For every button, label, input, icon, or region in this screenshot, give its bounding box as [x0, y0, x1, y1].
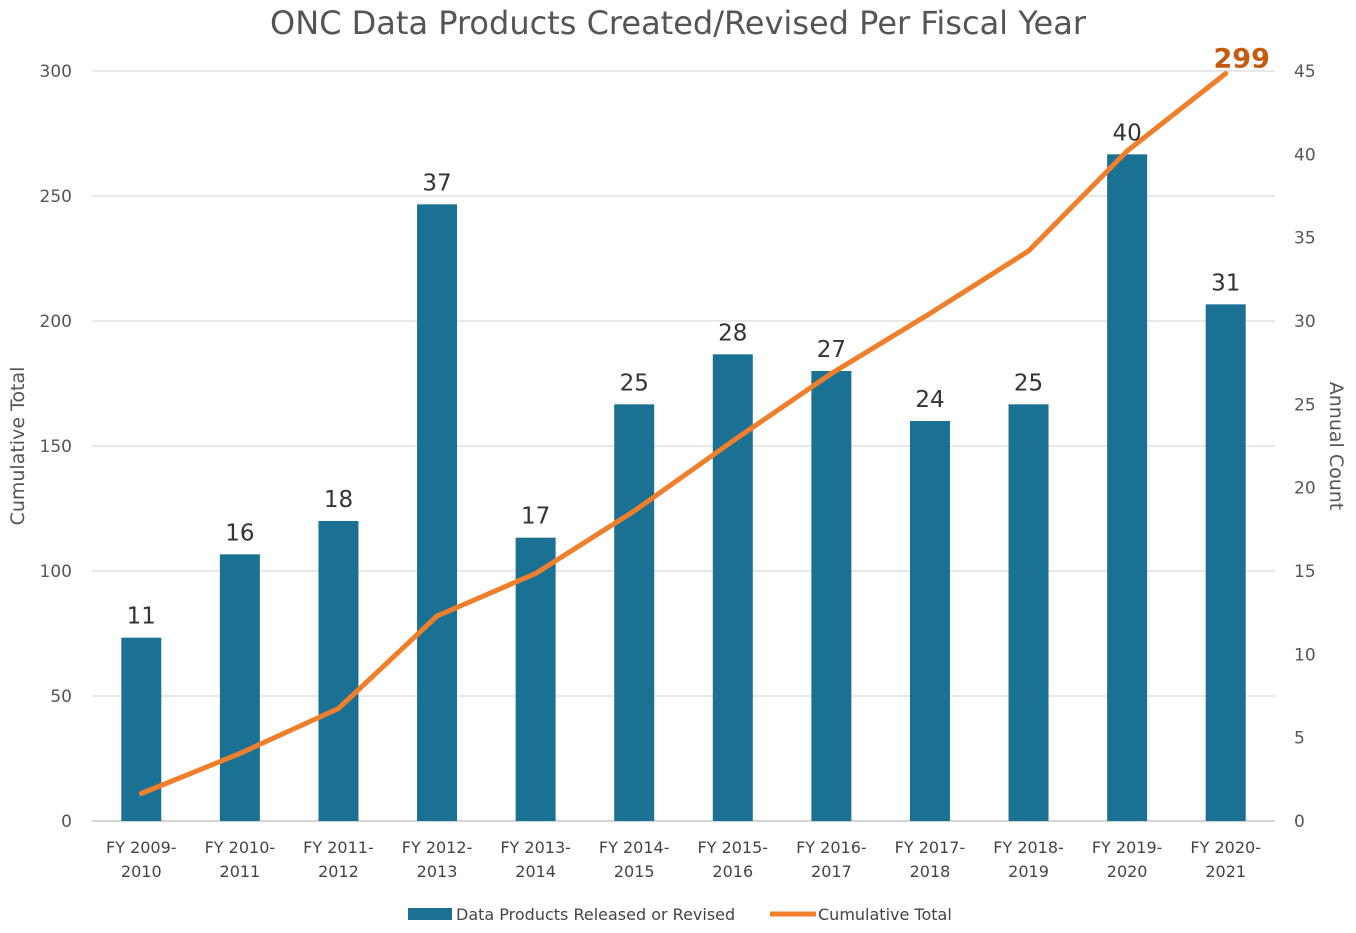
- cumulative-total-line: [141, 74, 1225, 794]
- bar-value-label: 40: [1112, 120, 1141, 146]
- right-tick-label: 20: [1294, 479, 1316, 499]
- left-tick-label: 250: [40, 187, 72, 207]
- x-tick-label: FY 2020-: [1190, 838, 1261, 857]
- cumulative-line: [141, 73, 1226, 793]
- bar-value-label: 16: [225, 520, 254, 546]
- bar: [614, 404, 654, 821]
- bar: [1206, 304, 1246, 821]
- x-tick-label: 2021: [1205, 862, 1246, 881]
- left-tick-label: 100: [40, 562, 72, 582]
- x-tick-label: 2012: [318, 862, 359, 881]
- right-tick-label: 15: [1294, 562, 1316, 582]
- x-tick-label: FY 2013-: [500, 838, 571, 857]
- bar-value-label: 27: [817, 337, 846, 363]
- bar-value-label: 18: [324, 487, 353, 513]
- right-tick-label: 25: [1294, 395, 1316, 415]
- right-tick-label: 40: [1294, 145, 1316, 165]
- left-tick-label: 150: [40, 437, 72, 457]
- x-tick-label: FY 2018-: [993, 838, 1064, 857]
- bar: [318, 521, 358, 821]
- bar-value-label: 24: [915, 387, 944, 413]
- x-tick-label: 2020: [1107, 862, 1148, 881]
- x-tick-label: 2019: [1008, 862, 1049, 881]
- x-tick-label: FY 2016-: [796, 838, 867, 857]
- x-tick-label: 2011: [220, 862, 261, 881]
- right-tick-label: 35: [1294, 229, 1316, 249]
- left-tick-label: 0: [61, 812, 72, 832]
- left-tick-label: 50: [50, 687, 72, 707]
- left-tick-label: 200: [40, 312, 72, 332]
- bar: [811, 371, 851, 821]
- x-tick-label: 2017: [811, 862, 852, 881]
- bar-value-label: 25: [1014, 370, 1043, 396]
- left-tick-label: 300: [40, 62, 72, 82]
- bar: [417, 204, 457, 821]
- bar-value-label: 11: [127, 604, 156, 630]
- bar-value-label: 31: [1211, 270, 1240, 296]
- right-tick-label: 30: [1294, 312, 1316, 332]
- bar-value-label: 17: [521, 504, 550, 530]
- bar: [910, 421, 950, 821]
- x-tick-label: 2013: [417, 862, 458, 881]
- x-tick-label: FY 2015-: [698, 838, 769, 857]
- left-axis-title: Cumulative Total: [7, 367, 29, 526]
- right-tick-label: 10: [1294, 645, 1316, 665]
- legend-line-label: Cumulative Total: [818, 905, 952, 924]
- right-tick-label: 0: [1294, 812, 1305, 832]
- bar-value-label: 37: [422, 170, 451, 196]
- bar: [713, 354, 753, 821]
- right-tick-label: 5: [1294, 729, 1305, 749]
- x-tick-label: 2015: [614, 862, 655, 881]
- final-cumulative-label: 299: [1214, 44, 1270, 75]
- x-tick-label: 2014: [515, 862, 556, 881]
- x-tick-label: FY 2017-: [895, 838, 966, 857]
- bar-value-label: 28: [718, 320, 747, 346]
- x-tick-label: FY 2012-: [402, 838, 473, 857]
- legend-bar-label: Data Products Released or Revised: [456, 905, 735, 924]
- bar-value-label: 25: [620, 370, 649, 396]
- legend-bar-swatch: [408, 908, 452, 920]
- x-tick-label: 2010: [121, 862, 162, 881]
- right-tick-label: 45: [1294, 62, 1316, 82]
- x-tick-label: 2018: [910, 862, 951, 881]
- legend: Data Products Released or Revised Cumula…: [408, 905, 952, 924]
- bar: [1009, 404, 1049, 821]
- x-tick-label: FY 2009-: [106, 838, 177, 857]
- bars: [121, 154, 1245, 821]
- x-tick-label: FY 2010-: [205, 838, 276, 857]
- data-labels: 11 16 18 37 17 25 28 27 24 25 40 31 299: [127, 44, 1270, 630]
- bar: [220, 554, 260, 821]
- x-tick-label: 2016: [712, 862, 753, 881]
- right-axis-title: Annual Count: [1325, 382, 1347, 511]
- x-tick-label: FY 2014-: [599, 838, 670, 857]
- x-tick-label: FY 2019-: [1092, 838, 1163, 857]
- x-tick-label: FY 2011-: [303, 838, 374, 857]
- chart-title: ONC Data Products Created/Revised Per Fi…: [270, 4, 1087, 42]
- bar: [1107, 154, 1147, 821]
